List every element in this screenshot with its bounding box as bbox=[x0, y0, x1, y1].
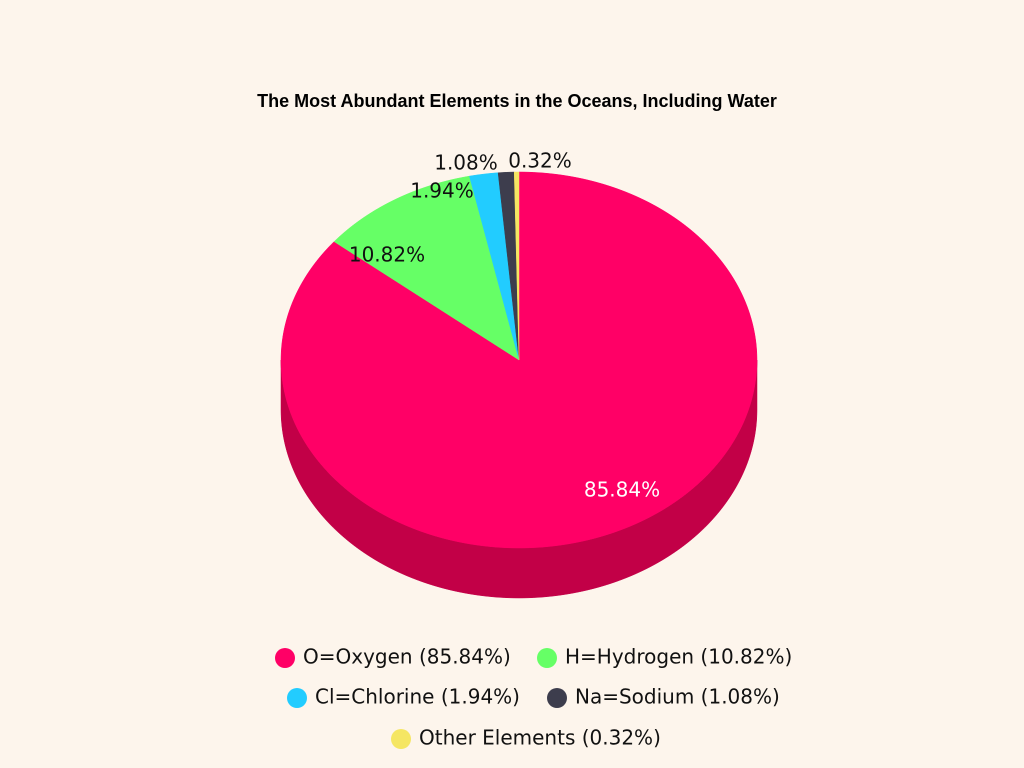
legend-marker bbox=[537, 648, 557, 668]
legend-label: Na=Sodium (1.08%) bbox=[575, 685, 780, 709]
legend-label: Other Elements (0.32%) bbox=[419, 726, 661, 750]
legend-label: H=Hydrogen (10.82%) bbox=[565, 645, 792, 669]
legend-marker bbox=[547, 688, 567, 708]
legend-marker bbox=[287, 688, 307, 708]
pie-slice bbox=[333, 175, 520, 361]
legend-marker bbox=[275, 648, 295, 668]
legend-label: Cl=Chlorine (1.94%) bbox=[315, 685, 520, 709]
data-label: 1.94% bbox=[410, 179, 474, 203]
data-label: 0.32% bbox=[508, 149, 572, 173]
chart-title: The Most Abundant Elements in the Oceans… bbox=[257, 91, 777, 111]
legend-marker bbox=[391, 729, 411, 749]
data-label: 1.08% bbox=[434, 151, 498, 175]
legend-label: O=Oxygen (85.84%) bbox=[303, 645, 511, 669]
pie-slice bbox=[513, 171, 520, 361]
data-label: 10.82% bbox=[349, 243, 425, 267]
data-label: 85.84% bbox=[584, 478, 660, 502]
pie-slice bbox=[469, 172, 520, 361]
